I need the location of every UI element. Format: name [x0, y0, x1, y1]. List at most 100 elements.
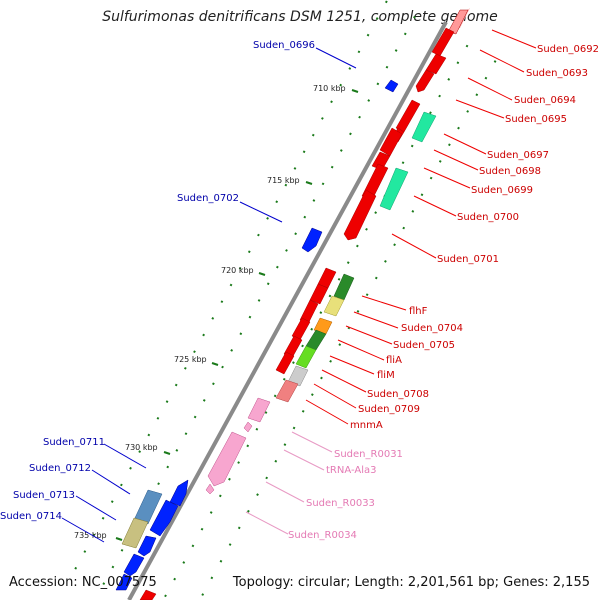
track-tick	[356, 244, 359, 248]
gene-feature[interactable]	[149, 499, 179, 537]
track-tick	[410, 144, 414, 148]
scale-label: 730 kbp	[125, 443, 158, 452]
track-tick	[219, 559, 223, 563]
track-tick	[310, 327, 314, 331]
rna-label[interactable]: Suden_R0031	[334, 449, 403, 460]
gene-feature[interactable]	[333, 273, 355, 301]
gene-feature[interactable]	[411, 111, 437, 143]
gene-label[interactable]: fliA	[386, 355, 402, 366]
gene-feature[interactable]	[139, 589, 157, 600]
gene-feature[interactable]	[379, 127, 403, 157]
scale-label: 735 kbp	[74, 531, 107, 540]
track-tick	[349, 132, 352, 136]
gene-label[interactable]: Suden_0705	[393, 340, 455, 351]
gene-label[interactable]: Suden_0697	[487, 150, 549, 161]
rna-feature[interactable]	[243, 421, 253, 433]
track-tick	[403, 32, 407, 36]
gene-label[interactable]: mnmA	[350, 420, 383, 431]
gene-feature[interactable]	[415, 69, 435, 93]
gene-feature[interactable]	[275, 351, 295, 375]
track-tick	[493, 60, 497, 63]
gene-feature[interactable]	[295, 345, 317, 369]
accession-label: Accession: NC_007575	[9, 575, 157, 590]
track-tick	[401, 161, 405, 165]
gene-label[interactable]: Suden_0713	[13, 490, 75, 501]
track-tick	[110, 500, 114, 503]
gene-label[interactable]: Suden_0695	[505, 114, 567, 125]
track-tick	[328, 294, 332, 298]
track-tick	[402, 226, 406, 230]
track-tick	[420, 193, 424, 197]
gene-label[interactable]: Suden_0692	[537, 44, 599, 55]
gene-feature[interactable]	[137, 535, 157, 557]
gene-label[interactable]: Suden_0708	[367, 389, 429, 400]
gene-label[interactable]: fliM	[377, 370, 395, 381]
gene-label[interactable]: Suden_0702	[177, 193, 239, 204]
gene-feature[interactable]	[121, 517, 149, 549]
track-tick	[339, 83, 343, 87]
track-tick	[266, 217, 269, 220]
track-tick	[457, 126, 460, 130]
tick-tracks	[74, 0, 497, 598]
rna-feature[interactable]	[205, 483, 215, 495]
rna-label[interactable]: Suden_R0033	[306, 498, 375, 509]
gene-feature[interactable]	[169, 479, 189, 507]
track-tick	[129, 466, 132, 470]
gene-label[interactable]: Suden_0699	[471, 185, 533, 196]
track-tick	[466, 110, 470, 113]
track-tick	[292, 426, 296, 430]
track-tick	[284, 183, 288, 187]
track-tick	[447, 78, 451, 81]
gene-feature[interactable]	[115, 573, 133, 591]
track-tick	[484, 76, 488, 80]
rna-label[interactable]: Suden_R0034	[288, 530, 357, 541]
rna-label[interactable]: tRNA-Ala3	[326, 465, 376, 476]
scale-label: 710 kbp	[313, 84, 346, 93]
gene-label[interactable]: Suden_0700	[457, 212, 519, 223]
gene-feature[interactable]	[123, 553, 145, 577]
gene-feature[interactable]	[384, 79, 399, 93]
gene-label[interactable]: Suden_0693	[526, 68, 588, 79]
track-tick	[209, 511, 213, 514]
gene-feature[interactable]	[301, 227, 323, 253]
gene-label[interactable]: Suden_0698	[479, 166, 541, 177]
track-tick	[301, 409, 305, 413]
gene-label[interactable]: Suden_0701	[437, 254, 499, 265]
gene-feature[interactable]	[323, 295, 345, 317]
track-tick	[102, 582, 106, 585]
track-tick	[255, 427, 259, 431]
track-tick	[475, 93, 479, 97]
gene-label[interactable]: Suden_0712	[29, 463, 91, 474]
gene-feature[interactable]	[425, 53, 447, 75]
track-tick	[384, 260, 387, 263]
gene-feature[interactable]	[309, 283, 329, 305]
track-tick	[321, 117, 324, 120]
track-tick	[294, 232, 297, 236]
genome-title: Sulfurimonas denitrificans DSM 1251, com…	[102, 9, 498, 25]
gene-feature[interactable]	[343, 189, 377, 241]
reverse-genes	[115, 79, 399, 600]
track-tick	[319, 311, 323, 314]
track-tick	[374, 211, 378, 215]
gene-label[interactable]: Suden_0704	[401, 323, 463, 334]
rna-feature[interactable]	[247, 397, 271, 423]
gene-label[interactable]: Suden_0711	[43, 437, 105, 448]
track-tick	[173, 577, 177, 581]
track-tick	[337, 277, 341, 281]
gene-feature[interactable]	[379, 167, 409, 211]
track-tick	[228, 477, 231, 481]
track-tick	[276, 265, 279, 269]
track-tick	[348, 67, 352, 70]
left-labels: Suden_0696 Suden_0702 Suden_0711 Suden_0…	[0, 40, 315, 522]
gene-label[interactable]: Suden_0709	[358, 404, 420, 415]
rna-feature[interactable]	[207, 431, 247, 487]
gene-label[interactable]: Suden_0696	[253, 40, 315, 51]
track-tick	[218, 494, 222, 498]
gene-feature[interactable]	[275, 379, 299, 403]
gene-label[interactable]: Suden_0694	[514, 95, 576, 106]
track-tick	[330, 165, 334, 169]
gene-label[interactable]: Suden_0714	[0, 511, 62, 522]
gene-label[interactable]: flhF	[409, 306, 428, 317]
track-tick	[312, 199, 316, 202]
track-tick	[438, 160, 442, 163]
